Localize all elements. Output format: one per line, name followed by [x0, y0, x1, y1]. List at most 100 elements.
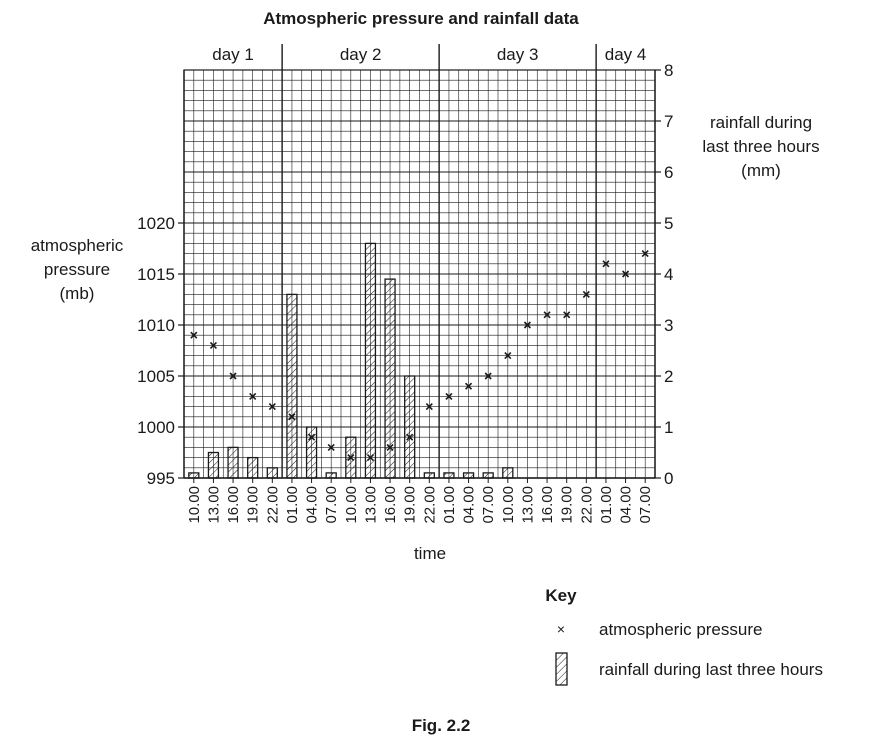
rainfall-bar	[502, 467, 514, 479]
legend-title: Key	[545, 586, 577, 605]
x-tick-label: 19.00	[245, 486, 262, 524]
x-tick-label: 07.00	[480, 486, 497, 524]
left-tick-label: 995	[147, 469, 175, 488]
day-label: day 2	[340, 45, 382, 64]
x-tick-label: 07.00	[637, 486, 654, 524]
legend-rainfall-label: rainfall during last three hours	[599, 660, 823, 679]
x-tick-label: 13.00	[519, 486, 536, 524]
x-tick-label: 10.00	[186, 486, 203, 524]
rainfall-bar	[482, 472, 494, 479]
x-tick-label: 10.00	[500, 486, 517, 524]
rainfall-bar	[384, 278, 396, 479]
right-tick-label: 6	[664, 163, 673, 182]
pressure-point	[347, 454, 355, 462]
pressure-point	[445, 392, 453, 400]
left-axis-label-line: pressure	[44, 260, 110, 279]
x-tick-label: 16.00	[382, 486, 399, 524]
x-tick-label: 01.00	[598, 486, 615, 524]
left-axis-label-line: (mb)	[60, 284, 95, 303]
right-axis-label-line: rainfall during	[710, 113, 812, 132]
pressure-point	[327, 443, 335, 451]
right-tick-label: 7	[664, 112, 673, 131]
left-axis: 995 1000 1005 1010 1015 1020	[137, 70, 185, 488]
legend-pressure-marker: ×	[557, 621, 565, 637]
right-tick-label: 8	[664, 61, 673, 80]
rainfall-bar	[207, 451, 220, 479]
x-tick-label: 16.00	[225, 486, 242, 524]
right-tick-label: 4	[664, 265, 673, 284]
right-tick-label: 2	[664, 367, 673, 386]
pressure-point	[523, 321, 532, 329]
figure-label: Fig. 2.2	[412, 716, 471, 735]
right-axis-label: rainfall during last three hours (mm)	[702, 113, 819, 180]
x-axis-label: time	[414, 544, 446, 563]
left-tick-label: 1005	[137, 367, 175, 386]
x-tick-label: 01.00	[441, 486, 458, 524]
day-label: day 3	[497, 45, 539, 64]
rainfall-bar	[364, 242, 377, 479]
rainfall-bar	[404, 375, 416, 479]
x-tick-label: 07.00	[323, 486, 340, 524]
day-label: day 4	[605, 45, 647, 64]
pressure-point	[209, 341, 218, 349]
x-tick-label: 13.00	[205, 486, 222, 524]
left-axis-label: atmospheric pressure (mb)	[31, 236, 124, 303]
x-axis: 10.00 13.00 16.00 19.00 22.00 01.00 04.00 07.00…	[184, 477, 655, 524]
rainfall-bar	[247, 456, 259, 479]
left-axis-label-line: atmospheric	[31, 236, 124, 255]
pressure-points	[190, 250, 649, 462]
x-tick-label: 19.00	[559, 486, 576, 524]
left-tick-label: 1015	[137, 265, 175, 284]
right-axis-label-line: (mm)	[741, 161, 781, 180]
rainfall-bar	[305, 426, 318, 479]
pressure-point	[602, 260, 610, 268]
left-tick-label: 1020	[137, 214, 175, 233]
left-tick-label: 1010	[137, 316, 175, 335]
pressure-point	[229, 372, 237, 380]
right-tick-label: 5	[664, 214, 673, 233]
rainfall-bars	[188, 242, 514, 479]
day-dividers	[281, 44, 597, 478]
x-tick-label: 16.00	[539, 486, 556, 524]
legend-pressure-label: atmospheric pressure	[599, 620, 762, 639]
pressure-point	[406, 433, 414, 441]
pressure-point	[464, 382, 473, 390]
pressure-point	[366, 454, 375, 462]
pressure-point	[307, 433, 316, 441]
right-axis-label-line: last three hours	[702, 137, 819, 156]
x-tick-label: 22.00	[578, 486, 595, 524]
x-tick-label: 04.00	[304, 486, 321, 524]
x-tick-label: 13.00	[362, 486, 379, 524]
pressure-point	[621, 270, 630, 278]
rainfall-bar	[286, 293, 298, 479]
grid	[183, 69, 656, 479]
day-labels: day 1 day 2 day 3 day 4	[212, 45, 646, 64]
x-tick-label: 22.00	[421, 486, 438, 524]
chart-title: Atmospheric pressure and rainfall data	[263, 9, 579, 28]
pressure-point	[484, 372, 492, 380]
pressure-point	[386, 443, 394, 451]
pressure-point	[425, 403, 433, 411]
pressure-point	[563, 311, 571, 319]
right-tick-label: 0	[664, 469, 673, 488]
pressure-point	[249, 392, 257, 400]
x-tick-label: 01.00	[284, 486, 301, 524]
right-tick-label: 3	[664, 316, 673, 335]
pressure-point	[543, 311, 551, 319]
x-tick-label: 10.00	[343, 486, 360, 524]
pressure-point	[268, 403, 276, 411]
rainfall-bar	[227, 446, 239, 479]
pressure-point	[641, 250, 649, 258]
left-tick-label: 1000	[137, 418, 175, 437]
rainfall-bar	[266, 467, 278, 479]
pressure-point	[504, 352, 512, 360]
x-tick-label: 19.00	[402, 486, 419, 524]
right-tick-label: 1	[664, 418, 673, 437]
day-label: day 1	[212, 45, 254, 64]
rainfall-bar	[462, 472, 475, 479]
legend: Key × atmospheric pressure rainfall duri…	[545, 586, 823, 686]
x-tick-label: 04.00	[461, 486, 478, 524]
right-axis: 0 1 2 3 4 5 6 7 8	[654, 61, 673, 488]
rainfall-bar	[423, 472, 435, 479]
